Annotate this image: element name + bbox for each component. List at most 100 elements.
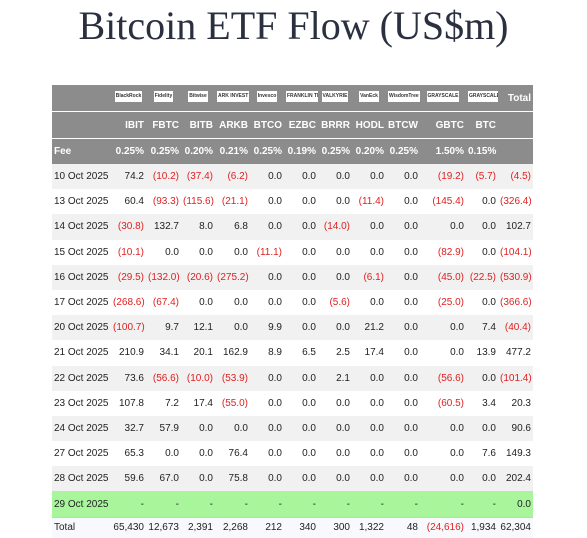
flow-value: 7.4 — [466, 315, 498, 341]
ticker-row: IBIT FBTC BITB ARKB BTCO EZBC BRRR HODL BTCW GBTC… — [52, 111, 533, 139]
flow-value: (132.0) — [146, 264, 181, 290]
issuer-logo: WisdomTree — [388, 91, 420, 102]
fee-value: 0.20% — [181, 138, 215, 164]
flow-value: 8.0 — [181, 214, 215, 240]
issuer-cell: FRANKLIN TEMPLETON — [284, 85, 318, 112]
flow-value: (56.6) — [420, 365, 466, 391]
flow-value: (30.8) — [111, 214, 146, 240]
flow-value: 0.0 — [284, 415, 318, 442]
flow-value: 7.6 — [482, 448, 496, 460]
flow-value: 21.2 — [352, 315, 386, 341]
ticker: IBIT — [111, 111, 146, 139]
flow-value: 0.0 — [352, 214, 386, 240]
flow-value: 34.1 — [159, 347, 179, 359]
fee-value: 0.19% — [284, 138, 318, 164]
flow-value: 67.0 — [146, 466, 181, 492]
flow-value: 0.0 — [318, 315, 352, 341]
ticker: FBTC — [146, 111, 181, 139]
date: 14 Oct 2025 — [52, 214, 111, 240]
flow-value: 0.0 — [404, 297, 418, 309]
flow-value: 0.0 — [165, 448, 179, 460]
flow-value: 0.0 — [404, 448, 418, 460]
flow-value: (4.5) — [498, 164, 533, 190]
flow-value: 0.0 — [352, 466, 386, 492]
date: 20 Oct 2025 — [52, 315, 111, 341]
flow-value: 0.0 — [284, 365, 318, 391]
issuer-logo: Bitwise — [188, 91, 208, 102]
fee-row: Fee 0.25% 0.25% 0.20% 0.21% 0.25% 0.19% 0.25% 0.… — [52, 138, 533, 164]
flow-value: (5.7) — [466, 164, 498, 190]
data-row: 28 Oct 2025 59.6 67.0 0.0 75.8 0.0 0.0 0.0 0.0 0.… — [52, 466, 533, 492]
issuer-logo: Fidelity — [153, 91, 174, 102]
flow-value: 0.0 — [352, 164, 386, 190]
flow-table: BlackRock Fidelity Bitwise ARK INVEST Invesc… — [52, 85, 533, 538]
flow-value: 0.0 — [386, 466, 420, 492]
flow-value: - — [386, 491, 420, 518]
data-row: 24 Oct 2025 32.7 57.9 0.0 0.0 0.0 0.0 0.0 0.0 0.0… — [52, 415, 533, 442]
flow-value: 477.2 — [505, 347, 531, 359]
flow-value: (67.4) — [152, 297, 179, 309]
flow-value: (6.1) — [352, 264, 386, 290]
date: 27 Oct 2025 — [54, 448, 109, 460]
flow-value: 0.0 — [215, 415, 250, 442]
flow-value: 0.0 — [268, 397, 282, 409]
total-value: 2,268 — [215, 516, 250, 538]
flow-value: 2.1 — [318, 365, 352, 391]
flow-value: 0.0 — [466, 214, 498, 240]
blank-cell — [52, 111, 111, 139]
flow-value: (55.0) — [221, 397, 248, 409]
flow-value: 73.6 — [111, 365, 146, 391]
issuer-logo: VALKYRIE — [321, 91, 349, 102]
total-label: Total — [52, 516, 111, 538]
flow-value: - — [146, 491, 181, 518]
flow-value: 0.0 — [234, 246, 248, 258]
blank-cell — [498, 111, 533, 139]
flow-value: 0.0 — [336, 448, 350, 460]
flow-value: (104.1) — [500, 246, 532, 258]
total-value: 48 — [386, 516, 420, 538]
flow-value: 210.9 — [118, 347, 144, 359]
total-value: 340 — [284, 516, 318, 538]
data-row: 10 Oct 2025 74.2 (10.2) (37.4) (6.2) 0.0 0.0 0.… — [52, 164, 533, 190]
flow-value: 0.0 — [450, 448, 464, 460]
flow-value: 75.8 — [215, 466, 250, 492]
flow-value: 0.0 — [352, 415, 386, 442]
flow-value: - — [420, 491, 466, 518]
fee-value: 0.25% — [111, 138, 146, 164]
flow-value: 0.0 — [370, 397, 384, 409]
flow-value: (40.4) — [498, 315, 533, 341]
flow-value: 0.0 — [250, 214, 284, 240]
date: 17 Oct 2025 — [54, 297, 109, 309]
fee-value: 0.25% — [146, 138, 181, 164]
flow-value: (56.6) — [146, 365, 181, 391]
data-row: 14 Oct 2025 (30.8) 132.7 8.0 6.8 0.0 0.0 (14.0)… — [52, 214, 533, 240]
blank-cell — [498, 138, 533, 164]
issuer-cell: GRAYSCALE — [420, 85, 466, 112]
flow-value: 9.9 — [250, 315, 284, 341]
flow-value: 0.0 — [466, 415, 498, 442]
flow-value: 102.7 — [498, 214, 533, 240]
issuer-row: BlackRock Fidelity Bitwise ARK INVEST Invesc… — [52, 85, 533, 112]
flow-value: 0.0 — [250, 466, 284, 492]
title: Bitcoin ETF Flow (US$m) — [78, 3, 509, 48]
flow-value: (10.1) — [117, 246, 144, 258]
flow-value: 0.0 — [404, 246, 418, 258]
fee-value: 0.21% — [215, 138, 250, 164]
flow-value: 0.0 — [404, 347, 418, 359]
issuer-cell: VanEck — [352, 85, 386, 112]
flow-value: 0.0 — [318, 466, 352, 492]
flow-value: 0.0 — [336, 397, 350, 409]
issuer-cell: GRAYSCALE — [466, 85, 498, 112]
flow-value: 0.0 — [482, 297, 496, 309]
flow-value: (10.2) — [146, 164, 181, 190]
data-row: 22 Oct 2025 73.6 (56.6) (10.0) (53.9) 0.0 0.0 2… — [52, 365, 533, 391]
flow-value: 0.0 — [386, 315, 420, 341]
flow-value: 0.0 — [386, 214, 420, 240]
flow-value: 0.0 — [466, 365, 498, 391]
data-row: 13 Oct 2025 60.4 (93.3) (115.6) (21.1) 0.0 0.0… — [52, 189, 533, 214]
flow-value: 0.0 — [386, 415, 420, 442]
date: 23 Oct 2025 — [54, 397, 109, 409]
flow-value: 0.0 — [318, 264, 352, 290]
issuer-cell: Fidelity — [146, 85, 181, 112]
fee-value: 0.25% — [318, 138, 352, 164]
